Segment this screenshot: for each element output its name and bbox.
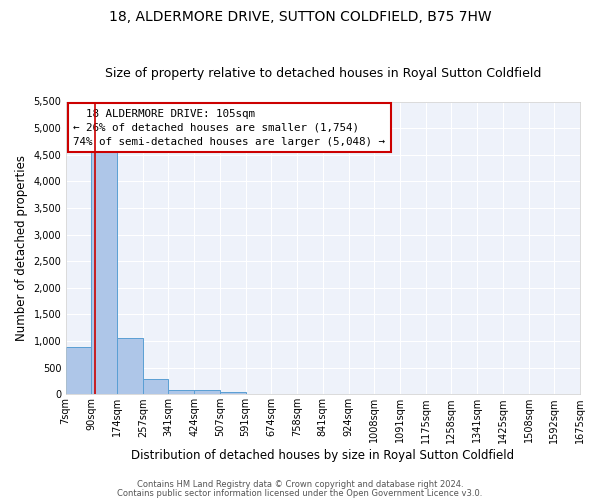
Text: Contains HM Land Registry data © Crown copyright and database right 2024.: Contains HM Land Registry data © Crown c… xyxy=(137,480,463,489)
Bar xyxy=(220,392,245,394)
Y-axis label: Number of detached properties: Number of detached properties xyxy=(15,155,28,341)
Text: Contains public sector information licensed under the Open Government Licence v3: Contains public sector information licen… xyxy=(118,488,482,498)
Bar xyxy=(194,390,220,394)
Text: 18 ALDERMORE DRIVE: 105sqm
← 26% of detached houses are smaller (1,754)
74% of s: 18 ALDERMORE DRIVE: 105sqm ← 26% of deta… xyxy=(73,109,385,147)
Bar xyxy=(143,379,169,394)
X-axis label: Distribution of detached houses by size in Royal Sutton Coldfield: Distribution of detached houses by size … xyxy=(131,450,514,462)
Bar xyxy=(91,151,117,394)
Bar xyxy=(65,348,91,395)
Text: 18, ALDERMORE DRIVE, SUTTON COLDFIELD, B75 7HW: 18, ALDERMORE DRIVE, SUTTON COLDFIELD, B… xyxy=(109,10,491,24)
Bar xyxy=(169,390,194,394)
Title: Size of property relative to detached houses in Royal Sutton Coldfield: Size of property relative to detached ho… xyxy=(104,66,541,80)
Bar xyxy=(117,338,143,394)
